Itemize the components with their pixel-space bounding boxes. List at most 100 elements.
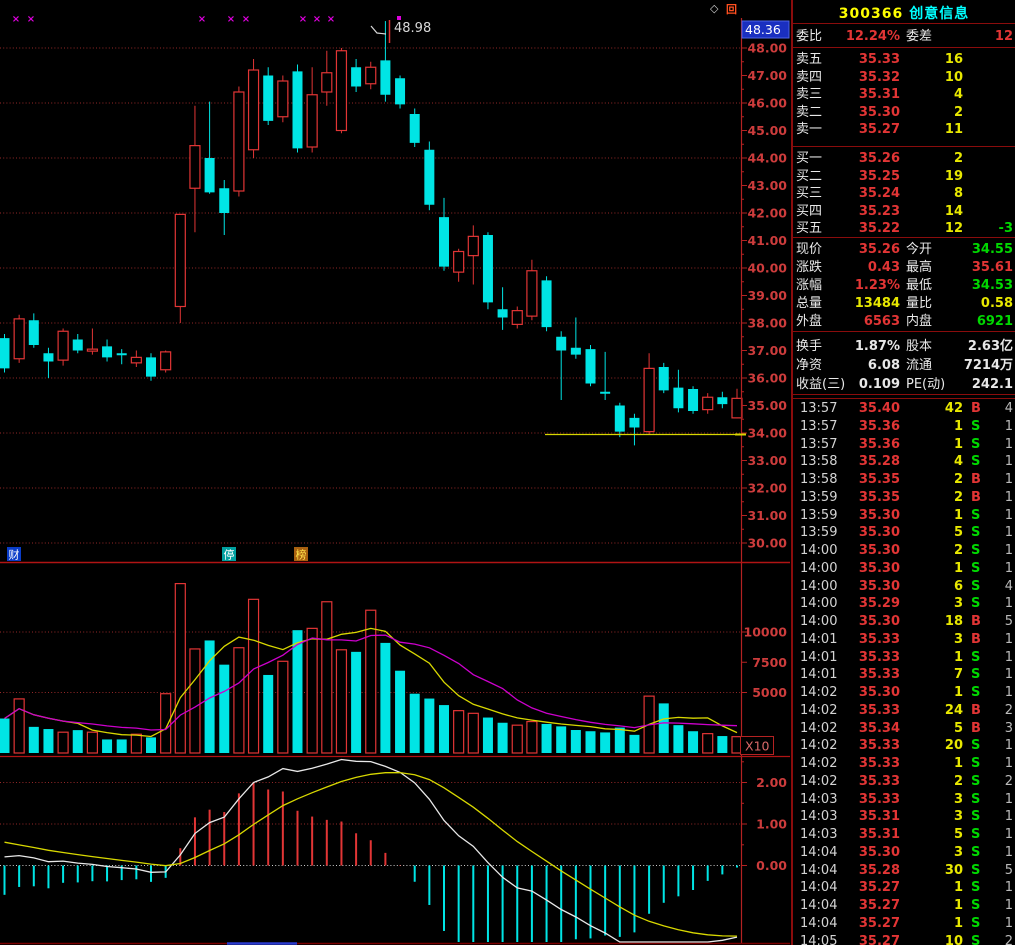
buy-level-row[interactable]: 买四 35.23 14	[793, 203, 1015, 221]
stat-row: 涨幅 1.23% 最低 34.53	[793, 277, 1015, 295]
volume-scale-label[interactable]: X10	[740, 736, 774, 755]
trade-time: 14:02	[800, 756, 838, 771]
sell-level-row[interactable]: 卖五 35.33 16	[793, 51, 1015, 69]
sell-level-row[interactable]: 卖四 35.32 10	[793, 69, 1015, 87]
trade-direction-flag: B	[971, 702, 981, 718]
buy-price: 35.24	[858, 186, 900, 201]
flag-停	[222, 547, 236, 561]
trade-volume: 1	[953, 898, 963, 913]
indicator-flags[interactable]: 财停榜	[0, 547, 790, 564]
trade-price: 35.33	[858, 738, 900, 754]
trade-volume: 2	[953, 472, 963, 487]
trade-volume: 42	[944, 401, 963, 416]
sell-price: 35.32	[858, 69, 900, 85]
trade-volume: 3	[953, 791, 963, 807]
chart-area[interactable]: × × × × × × × × 48.0047.0046.0045.0044.0043.004…	[0, 0, 792, 945]
trade-volume: 1	[953, 560, 963, 576]
fundamental-row: 换手 1.87% 股本 2.63亿	[793, 338, 1015, 356]
trade-count: 1	[1004, 809, 1013, 825]
trade-row: 13:59 35.35 2 B 1	[793, 489, 1015, 507]
trade-count: 1	[1004, 543, 1013, 558]
sell-volume: 16	[944, 52, 963, 67]
trade-direction-flag: S	[971, 880, 981, 896]
trade-time: 14:00	[800, 596, 838, 612]
fundamental-value: 242.1	[971, 377, 1013, 392]
trade-volume: 1	[953, 649, 963, 665]
trade-price: 35.27	[858, 915, 900, 931]
trade-price: 35.33	[858, 791, 900, 807]
volume-ma10-line	[4, 634, 738, 731]
trade-volume: 1	[953, 507, 963, 523]
trade-row: 14:02 35.33 2 S 2	[793, 773, 1015, 791]
fundamental-row: 净资 6.08 流通 7214万	[793, 357, 1015, 375]
price-gridlines	[0, 47, 740, 544]
stat-label: 今开	[906, 242, 933, 257]
buy-level-row[interactable]: 买五 35.22 12 -3	[793, 220, 1015, 238]
magenta-x-marker-icon: ×	[327, 14, 335, 25]
tick-trade-list[interactable]: 13:57 35.40 42 B 4 13:57 35.36 1 S 1 13:57 35.36 1 S 1…	[793, 398, 1015, 945]
stock-name: 创意信息	[909, 6, 970, 22]
trade-time: 14:01	[800, 631, 838, 647]
trade-count: 1	[1004, 827, 1013, 842]
sell-level-row[interactable]: 卖二 35.30 2	[793, 104, 1015, 122]
stat-label: 外盘	[796, 314, 823, 329]
trade-count: 4	[1004, 578, 1013, 594]
price-tick-label: 41.00	[747, 233, 787, 248]
stat-row: 总量 13484 量比 0.58	[793, 295, 1015, 313]
signal-markers: × × × × × × × ×	[12, 14, 401, 25]
trade-direction-flag: B	[971, 720, 981, 736]
price-tick-label: 30.00	[747, 536, 787, 551]
fundamental-value: 6.08	[867, 358, 900, 373]
trade-count: 1	[1004, 489, 1013, 505]
trade-price: 35.30	[858, 685, 900, 700]
trade-direction-flag: B	[971, 489, 981, 505]
trade-volume: 30	[944, 862, 963, 878]
buy-level-row[interactable]: 买一 35.26 2	[793, 150, 1015, 168]
trade-price: 35.33	[858, 667, 900, 683]
macd-tick-label: 1.00	[756, 817, 787, 832]
trade-time: 14:01	[800, 667, 838, 683]
trade-price: 35.36	[858, 418, 900, 434]
trade-price: 35.30	[858, 844, 900, 860]
svg-text:榜: 榜	[296, 548, 307, 562]
sell-level-row[interactable]: 卖一 35.27 11	[793, 121, 1015, 139]
trade-time: 14:00	[800, 543, 838, 558]
trade-count: 1	[1004, 738, 1013, 754]
sell-level-row[interactable]: 卖三 35.31 4	[793, 86, 1015, 104]
trade-volume: 3	[953, 844, 963, 860]
trade-price: 35.28	[858, 862, 900, 878]
buy-level-row[interactable]: 买三 35.24 8	[793, 185, 1015, 203]
sell-volume: 2	[953, 104, 963, 120]
trade-price: 35.30	[858, 578, 900, 594]
sell-level-label: 卖一	[796, 122, 823, 137]
fundamental-value: 1.87%	[854, 339, 900, 354]
trade-row: 13:59 35.30 1 S 1	[793, 507, 1015, 525]
trade-time: 14:01	[800, 649, 838, 665]
trade-row: 13:58 35.28 4 S 1	[793, 453, 1015, 471]
buy-volume: 19	[944, 168, 963, 184]
return-box-icon[interactable]: 回	[726, 2, 737, 16]
commission-ratio-label: 委比	[796, 29, 823, 44]
trade-direction-flag: S	[971, 844, 981, 860]
fundamental-value: 0.109	[858, 377, 900, 392]
magenta-x-marker-icon: ×	[242, 14, 250, 25]
trade-direction-flag: S	[971, 915, 981, 931]
peak-annotation: 48.98	[370, 20, 431, 43]
trade-count: 1	[1004, 667, 1013, 683]
trade-direction-flag: S	[971, 436, 981, 452]
stat-label: 涨幅	[796, 278, 823, 293]
trade-time: 14:04	[800, 915, 838, 931]
trade-row: 14:02 35.33 1 S 1	[793, 755, 1015, 773]
buy-level-row[interactable]: 买二 35.25 19	[793, 168, 1015, 186]
trade-volume: 3	[953, 631, 963, 647]
stat-value: 35.26	[858, 242, 900, 257]
trade-time: 14:02	[800, 773, 838, 789]
diamond-icon[interactable]: ◇	[710, 2, 719, 15]
trade-price: 35.33	[858, 756, 900, 771]
buy-level-label: 买四	[796, 203, 823, 219]
stat-row: 涨跌 0.43 最高 35.61	[793, 259, 1015, 277]
stat-value: 34.53	[971, 278, 1013, 293]
trade-row: 14:04 35.30 3 S 1	[793, 844, 1015, 862]
trade-count: 2	[1004, 702, 1013, 718]
trade-direction-flag: S	[971, 862, 981, 878]
